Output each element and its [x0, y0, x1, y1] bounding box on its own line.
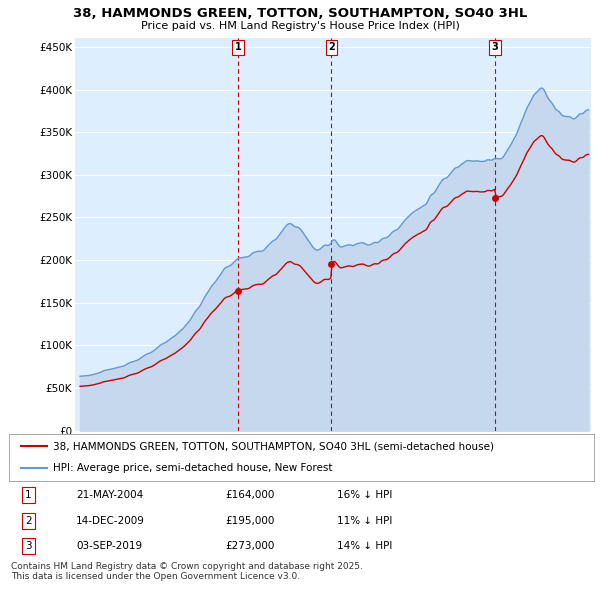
Text: 38, HAMMONDS GREEN, TOTTON, SOUTHAMPTON, SO40 3HL (semi-detached house): 38, HAMMONDS GREEN, TOTTON, SOUTHAMPTON,… [53, 441, 494, 451]
Text: 38, HAMMONDS GREEN, TOTTON, SOUTHAMPTON, SO40 3HL: 38, HAMMONDS GREEN, TOTTON, SOUTHAMPTON,… [73, 7, 527, 20]
Text: Contains HM Land Registry data © Crown copyright and database right 2025.
This d: Contains HM Land Registry data © Crown c… [11, 562, 362, 581]
Text: 3: 3 [25, 541, 32, 551]
Text: Price paid vs. HM Land Registry's House Price Index (HPI): Price paid vs. HM Land Registry's House … [140, 21, 460, 31]
Text: £273,000: £273,000 [226, 541, 275, 551]
Text: 3: 3 [491, 42, 498, 53]
Text: £164,000: £164,000 [226, 490, 275, 500]
Text: 14-DEC-2009: 14-DEC-2009 [76, 516, 145, 526]
Text: 2: 2 [25, 516, 32, 526]
Text: 1: 1 [25, 490, 32, 500]
Text: 14% ↓ HPI: 14% ↓ HPI [337, 541, 392, 551]
Text: 21-MAY-2004: 21-MAY-2004 [76, 490, 143, 500]
Text: 11% ↓ HPI: 11% ↓ HPI [337, 516, 392, 526]
Text: 1: 1 [235, 42, 241, 53]
Text: 16% ↓ HPI: 16% ↓ HPI [337, 490, 392, 500]
Text: £195,000: £195,000 [226, 516, 275, 526]
Text: 2: 2 [328, 42, 335, 53]
Text: 03-SEP-2019: 03-SEP-2019 [76, 541, 142, 551]
Text: HPI: Average price, semi-detached house, New Forest: HPI: Average price, semi-detached house,… [53, 463, 332, 473]
